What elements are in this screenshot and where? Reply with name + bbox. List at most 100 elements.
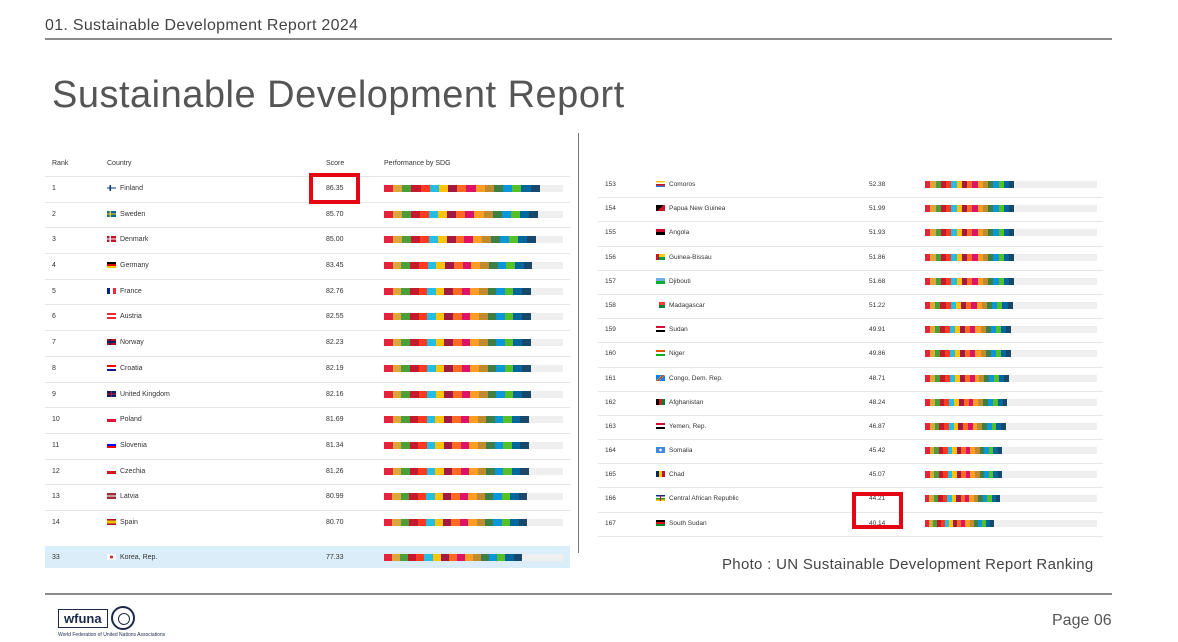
sdg-segment [503,467,512,475]
sdg-segment [420,210,430,218]
sdg-segment [965,519,970,527]
sdg-segment [427,339,436,347]
country-cell: Czechia [107,467,145,475]
sdg-segment [991,422,997,430]
table-row: 1 Finland 86.35 [45,176,570,202]
sdg-performance-bar [384,262,563,270]
sdg-segment [446,236,456,244]
score-cell: 80.70 [326,518,344,526]
sdg-segment [470,390,479,398]
sdg-segment [401,416,410,424]
sdg-segment [961,471,966,479]
sdg-segment [496,339,505,347]
sdg-segment [513,339,522,347]
sdg-segment [392,416,402,424]
sdg-segment [477,467,487,475]
country-cell: Croatia [107,364,143,372]
sdg-segment [951,229,957,237]
sdg-segment [960,326,966,334]
sdg-segment [488,262,498,270]
sdg-segment [1002,398,1008,406]
sdg-segment [944,398,950,406]
sdg-segment [435,339,445,347]
sdg-segment [950,301,956,309]
ranking-table-bottom: 153 Comoros 52.38 154 Papua New Guinea 51.99 1… [598,174,1103,537]
sdg-segment [944,374,950,382]
sdg-segment [482,236,492,244]
sdg-segment [957,519,962,527]
sdg-segment [487,313,497,321]
sdg-segment [501,493,511,501]
sdg-segment [958,422,963,430]
rank-cell: 13 [52,493,60,501]
country-name: Slovenia [120,441,147,449]
sdg-segment [992,301,998,309]
table-row: 4 Germany 83.45 [45,253,570,279]
sdg-segment [972,277,978,285]
sdg-segment [965,447,971,455]
sdg-segment [951,181,957,188]
sdg-segment [977,519,982,527]
sdg-segment [933,519,938,527]
country-name: Guinea-Bissau [669,253,712,261]
country-name: Korea, Rep. [120,553,158,561]
sdg-segment [444,364,453,372]
sdg-performance-bar [384,364,563,372]
sdg-segment [486,467,495,475]
country-cell: Norway [107,339,144,346]
sdg-segment [929,422,935,430]
flag-icon [656,447,665,454]
sdg-segment [972,253,978,261]
sdg-segment [460,467,470,475]
sdg-segment [435,364,445,372]
sdg-segment [990,350,996,358]
sdg-segment [961,519,966,527]
sdg-segment [408,553,417,561]
sdg-segment [442,518,452,526]
country-cell: Central African Republic [656,495,739,502]
score-header: Score [326,160,345,167]
table-row: 12 Czechia 81.26 [45,458,570,485]
sdg-segment [964,495,970,503]
sdg-segment [474,210,484,218]
sdg-segment [401,287,410,295]
sdg-segment [418,364,428,372]
score-cell: 48.24 [869,398,886,406]
sdg-performance-bar [925,229,1097,237]
sdg-segment [995,350,1001,358]
sdg-segment [487,390,497,398]
rank-cell: 161 [605,374,616,382]
rank-cell: 166 [605,495,616,503]
sdg-segment [444,287,453,295]
flag-icon [656,277,665,284]
country-name: Poland [120,416,142,424]
sdg-segment [925,326,931,334]
sdg-segment [491,236,501,244]
country-name: Latvia [120,493,139,501]
rank-cell: 154 [605,205,616,213]
sdg-segment [420,185,430,192]
sdg-segment [402,185,412,192]
sdg-segment [452,416,461,424]
sdg-segment [527,236,536,244]
score-cell: 45.42 [869,447,886,455]
sdg-segment [1003,277,1009,285]
sdg-segment [456,553,465,561]
table-row: 157 Djibouti 51.68 [598,271,1103,295]
table-row: 10 Poland 81.69 [45,407,570,433]
sdg-segment [480,262,489,270]
sdg-performance-bar [925,471,1097,479]
country-cell: Spain [107,518,138,526]
score-cell: 81.34 [326,441,344,449]
sdg-segment [1005,350,1011,358]
rank-cell: 10 [52,416,60,424]
rank-cell: 153 [605,181,616,188]
flag-icon [656,229,665,236]
sdg-segment [925,350,931,358]
sdg-segment [392,493,401,501]
sdg-segment [427,313,436,321]
sdg-segment [1003,205,1009,213]
table-row: 164 Somalia 45.42 [598,440,1103,465]
sdg-segment [993,205,999,213]
sdg-segment [969,374,975,382]
